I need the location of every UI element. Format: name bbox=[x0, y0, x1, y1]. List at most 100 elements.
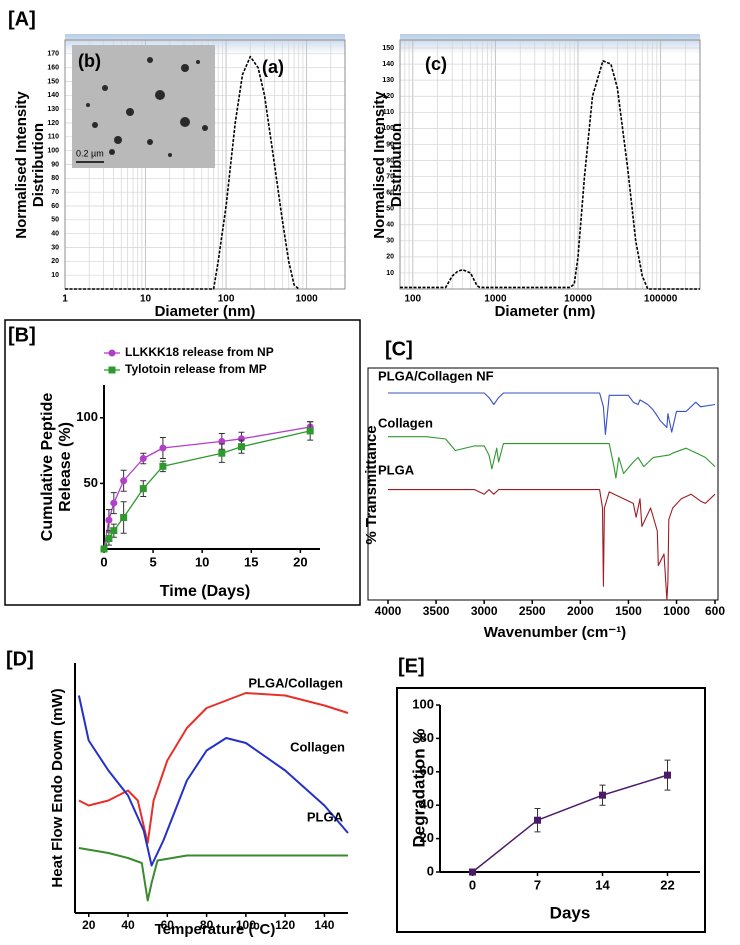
series-line bbox=[388, 392, 716, 435]
x-tick-label: 40 bbox=[121, 918, 135, 932]
y-tick-label: 110 bbox=[383, 109, 394, 116]
marker bbox=[100, 545, 108, 553]
panel-label: [A] bbox=[8, 8, 36, 30]
panel-label: [E] bbox=[398, 655, 425, 677]
particles bbox=[86, 57, 208, 157]
x-tick-label: 0 bbox=[469, 877, 476, 892]
y-tick-label: 120 bbox=[47, 120, 59, 127]
x-axis-label: Days bbox=[550, 903, 591, 922]
x-tick-label: 1000 bbox=[484, 294, 507, 305]
y-tick-label: 140 bbox=[382, 61, 394, 68]
marker bbox=[120, 477, 128, 485]
plot-title: (a) bbox=[262, 57, 284, 77]
x-tick-label: 10000 bbox=[564, 294, 592, 305]
marker bbox=[306, 427, 314, 435]
x-tick-label: 60 bbox=[161, 918, 175, 932]
y-tick-label: 80 bbox=[420, 730, 434, 745]
x-tick-label: 80 bbox=[200, 918, 214, 932]
x-tick-label: 3000 bbox=[471, 604, 498, 618]
marker bbox=[105, 516, 113, 524]
x-tick-label: 0 bbox=[100, 554, 107, 569]
y-axis-label: Heat Flow Endo Down (mW) bbox=[49, 688, 66, 887]
series-line bbox=[472, 774, 668, 873]
marker bbox=[159, 462, 167, 470]
y-tick-label: 150 bbox=[382, 45, 394, 52]
plots: 1 10 100 1000102030405060708090100110120130… bbox=[6, 8, 725, 938]
y-tick-label: 70 bbox=[51, 189, 59, 196]
y-tick-label: 100 bbox=[76, 409, 98, 424]
series-label: Collagen bbox=[290, 739, 345, 754]
marker bbox=[664, 771, 671, 779]
y-tick-label: 0 bbox=[427, 863, 434, 878]
x-tick-label: 3500 bbox=[423, 604, 450, 618]
y-axis-label: Distribution bbox=[388, 123, 405, 207]
x-axis-label: Diameter (nm) bbox=[495, 303, 596, 320]
x-tick-label: 140 bbox=[314, 918, 334, 932]
plot-title: (c) bbox=[425, 54, 447, 74]
x-tick-label: 20 bbox=[293, 554, 307, 569]
y-tick-label: 60 bbox=[51, 203, 59, 210]
y-tick-label: 50 bbox=[51, 217, 59, 224]
y-tick-label: 100 bbox=[412, 696, 434, 711]
marker bbox=[120, 514, 128, 522]
x-tick-label: 100000 bbox=[644, 294, 678, 305]
marker bbox=[110, 527, 118, 535]
marker bbox=[218, 437, 226, 445]
marker bbox=[139, 454, 147, 462]
x-tick-label: 120 bbox=[275, 918, 295, 932]
x-tick-label: 1500 bbox=[615, 604, 642, 618]
series-line bbox=[77, 695, 349, 867]
x-tick-label: 15 bbox=[244, 554, 258, 569]
series-line bbox=[400, 60, 700, 290]
legend-marker bbox=[108, 349, 116, 357]
y-tick-label: 20 bbox=[386, 254, 394, 261]
plot-frame bbox=[399, 39, 701, 290]
series-line bbox=[103, 426, 311, 550]
y-tick-label: 140 bbox=[47, 92, 59, 99]
x-tick-label: 100 bbox=[218, 294, 235, 305]
x-axis-label: Diameter (nm) bbox=[155, 303, 256, 320]
x-axis-label: Temperature (⁰C) bbox=[155, 921, 276, 938]
y-axis-label: Degradation % bbox=[409, 728, 428, 847]
series-label: PLGA/Collagen NF bbox=[378, 368, 494, 383]
y-tick-label: 130 bbox=[47, 106, 59, 113]
x-tick-label: 2500 bbox=[519, 604, 546, 618]
y-tick-label: 10 bbox=[51, 272, 59, 279]
marker bbox=[159, 444, 167, 452]
y-axis-label: Distribution bbox=[30, 123, 47, 207]
x-tick-label: 1 bbox=[62, 294, 68, 305]
y-tick-label: 100 bbox=[47, 148, 59, 155]
y-tick-label: 40 bbox=[386, 222, 394, 229]
inset-image bbox=[72, 45, 215, 168]
x-tick-label: 14 bbox=[595, 877, 610, 892]
y-tick-label: 50 bbox=[386, 206, 394, 213]
marker bbox=[237, 443, 245, 451]
y-tick-label: 90 bbox=[51, 161, 59, 168]
y-axis-label: % Transmittance bbox=[363, 425, 380, 544]
x-tick-label: 7 bbox=[534, 877, 541, 892]
x-tick-label: 2000 bbox=[567, 604, 594, 618]
y-tick-label: 170 bbox=[47, 51, 59, 58]
x-tick-label: 22 bbox=[660, 877, 674, 892]
y-tick-label: 80 bbox=[51, 175, 59, 182]
panel-frame bbox=[4, 319, 361, 606]
plot-frame bbox=[367, 367, 719, 601]
x-tick-label: 20 bbox=[82, 918, 96, 932]
y-axis-label: Release (%) bbox=[57, 422, 74, 512]
y-tick-label: 130 bbox=[382, 77, 394, 84]
series-line bbox=[103, 430, 311, 550]
y-tick-label: 20 bbox=[51, 258, 59, 265]
marker bbox=[105, 535, 113, 543]
y-tick-label: 80 bbox=[386, 157, 394, 164]
plot-header bbox=[400, 34, 700, 54]
y-axis-label: Normalised Intensity bbox=[371, 91, 388, 239]
scale-bar-label: 0.2 µm bbox=[76, 148, 104, 158]
y-tick-label: 40 bbox=[420, 797, 434, 812]
y-tick-label: 120 bbox=[382, 93, 394, 100]
y-tick-label: 90 bbox=[386, 141, 394, 148]
panel-label: [B] bbox=[8, 324, 36, 346]
series-line bbox=[388, 489, 716, 601]
y-tick-label: 40 bbox=[51, 231, 59, 238]
series-line bbox=[65, 55, 300, 290]
